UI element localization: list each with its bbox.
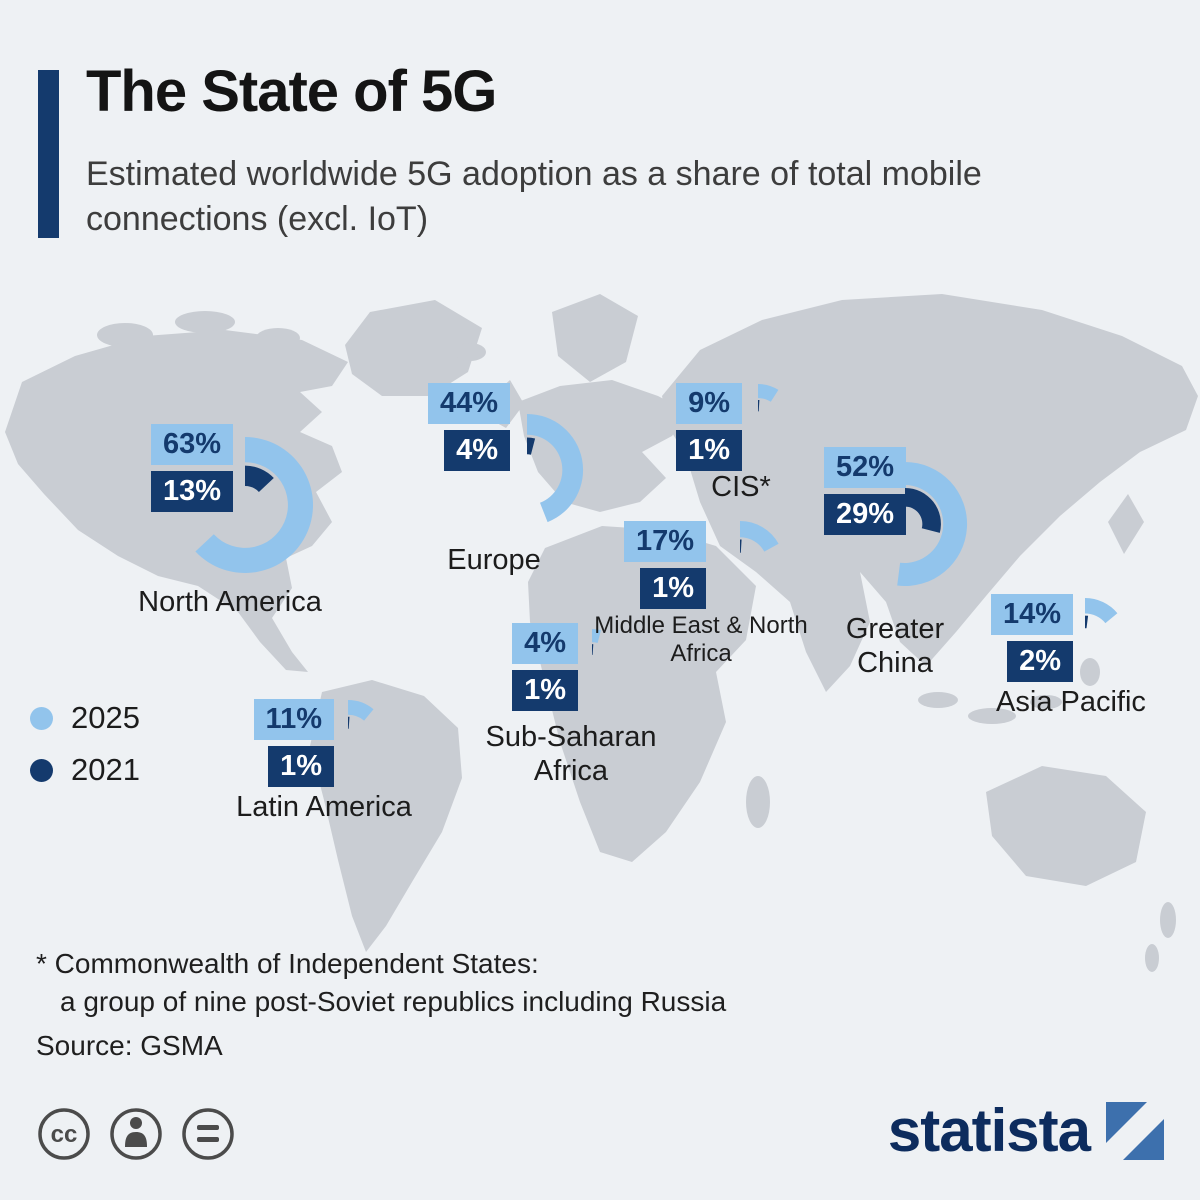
donut-asia-pacific — [1085, 597, 1118, 629]
map-australia — [986, 766, 1146, 886]
values-greater-china: 52% 29% — [823, 447, 906, 541]
attribution-icon[interactable] — [110, 1108, 162, 1160]
map-iceland — [454, 343, 486, 361]
region-label-greater-china: Greater China — [845, 613, 945, 680]
donut-latin-america — [348, 700, 374, 729]
value-2025-north-america: 63% — [150, 424, 233, 465]
values-cis: 9% 1% — [676, 383, 742, 477]
map-island — [918, 692, 958, 708]
page-title: The State of 5G — [86, 59, 497, 124]
map-arctic-island — [175, 311, 235, 333]
value-2025-cis: 9% — [676, 383, 742, 424]
legend-label-2021: 2021 — [71, 752, 140, 787]
region-label-cis: CIS* — [711, 471, 771, 503]
value-2025-europe: 44% — [427, 383, 510, 424]
values-latin-america: 11% 1% — [253, 699, 334, 793]
donut-sub-saharan-africa — [592, 628, 601, 655]
donut-north-america — [195, 437, 314, 573]
donut-greater-china — [897, 461, 968, 586]
value-2025-asia-pacific: 14% — [990, 594, 1073, 635]
map-south-america — [310, 680, 462, 952]
values-europe: 44% 4% — [427, 383, 510, 477]
values-middle-east-north-africa: 17% 1% — [623, 521, 706, 615]
statista-logo[interactable]: statista — [888, 1096, 1164, 1165]
map-island — [1030, 695, 1062, 709]
map-scandinavia — [552, 294, 638, 382]
value-2025-greater-china: 52% — [823, 447, 906, 488]
legend-dot-2021 — [30, 758, 53, 782]
license-icons[interactable]: cc — [36, 1106, 266, 1167]
map-japan — [1108, 494, 1144, 554]
donut-middle-east-north-africa — [740, 520, 779, 553]
footnote-line2: a group of nine post-Soviet republics in… — [60, 986, 727, 1017]
region-label-sub-saharan-africa: Sub-Saharan Africa — [485, 721, 657, 788]
legend-label-2025: 2025 — [71, 700, 140, 735]
map-europe — [518, 380, 688, 512]
legend-item-2021: 2021 — [30, 752, 140, 788]
values-sub-saharan-africa: 4% 1% — [512, 623, 578, 717]
map-island — [1080, 658, 1100, 686]
statista-slash-icon — [1106, 1101, 1164, 1160]
footnote-line1: * Commonwealth of Independent States: — [36, 948, 539, 979]
value-2021-europe: 4% — [444, 430, 510, 471]
donut-europe — [527, 413, 584, 523]
map-new-zealand — [1145, 944, 1159, 972]
map-greenland — [345, 300, 482, 396]
value-2021-asia-pacific: 2% — [1007, 641, 1073, 682]
region-label-latin-america: Latin America — [236, 791, 412, 823]
value-2021-mena: 1% — [640, 568, 706, 609]
region-label-middle-east-north-africa: Middle East & North Africa — [594, 612, 808, 668]
map-new-zealand — [1160, 902, 1176, 938]
equals-icon[interactable] — [182, 1108, 234, 1160]
region-label-asia-pacific: Asia Pacific — [996, 686, 1146, 718]
map-madagascar — [746, 776, 770, 828]
statista-logo-text: statista — [887, 1097, 1091, 1164]
value-2025-mena: 17% — [623, 521, 706, 562]
value-2021-sub-saharan-africa: 1% — [512, 670, 578, 711]
value-2021-cis: 1% — [676, 430, 742, 471]
cc-icon[interactable]: cc — [38, 1108, 90, 1160]
map-island — [968, 708, 1016, 724]
value-2025-sub-saharan-africa: 4% — [512, 623, 578, 664]
values-north-america: 63% 13% — [150, 424, 233, 518]
legend-dot-2025 — [30, 706, 53, 730]
legend: 2025 2021 — [30, 700, 140, 788]
value-2021-north-america: 13% — [150, 471, 233, 512]
map-africa — [528, 526, 756, 862]
title-accent-bar — [38, 70, 59, 238]
values-asia-pacific: 14% 2% — [990, 594, 1073, 688]
page-subtitle: Estimated worldwide 5G adoption as a sha… — [86, 155, 982, 238]
region-label-europe: Europe — [447, 544, 541, 576]
value-2025-latin-america: 11% — [253, 699, 334, 740]
svg-text:cc: cc — [51, 1121, 78, 1148]
legend-item-2025: 2025 — [30, 700, 140, 736]
value-2021-latin-america: 1% — [268, 746, 334, 787]
region-label-north-america: North America — [138, 586, 322, 618]
value-2021-greater-china: 29% — [823, 494, 906, 535]
donut-cis — [758, 383, 779, 412]
source-text: Source: GSMA — [36, 1030, 223, 1061]
